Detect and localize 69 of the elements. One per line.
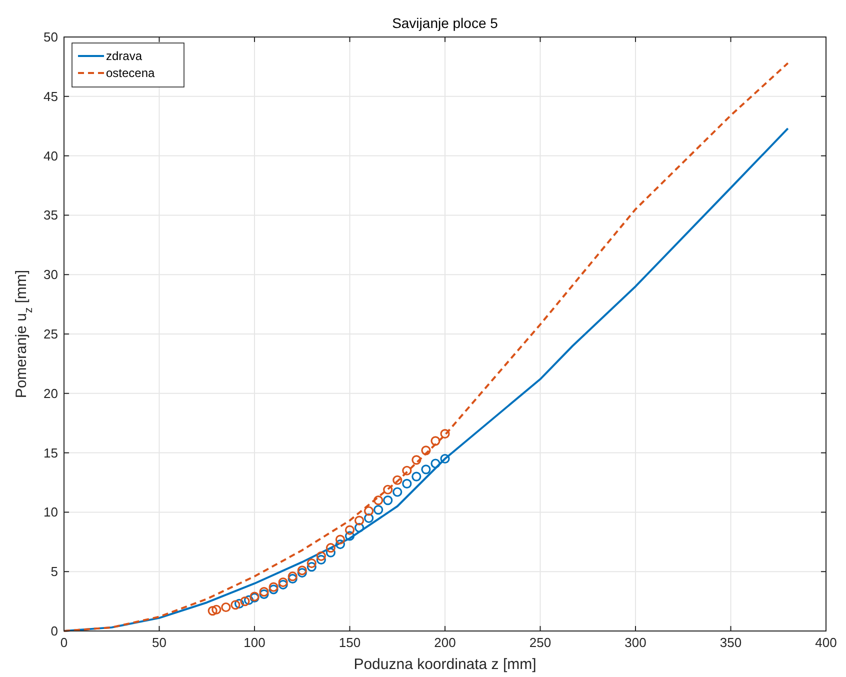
point [374,505,384,515]
point [268,584,278,594]
point [306,558,316,568]
point [440,428,450,439]
y-tick-label: 5 [50,564,58,580]
x-tick-label: 0 [60,635,68,650]
point [354,516,364,526]
point [316,554,326,565]
point [297,566,307,576]
point [421,446,431,456]
point [440,454,450,464]
point [412,472,422,482]
x-tick-label: 50 [152,635,166,650]
point [383,484,393,494]
x-tick-label: 100 [244,635,266,650]
point [374,496,384,506]
point [335,534,346,544]
point [221,602,231,612]
point [240,596,250,606]
point [412,455,422,465]
point [288,574,298,584]
x-axis-title: Poduzna koordinata z [mm] [354,656,536,673]
point [364,513,374,523]
point [344,525,355,535]
point [306,562,316,572]
point [316,551,326,561]
point [288,572,298,582]
x-tick-label: 250 [529,635,552,650]
legend-label: ostecena [106,66,156,80]
y-tick-label: 30 [44,267,58,282]
point [364,506,374,516]
y-tick-label: 20 [44,386,58,401]
point [230,600,240,610]
point [326,548,336,558]
point [268,582,278,592]
x-tick-label: 350 [720,635,742,650]
x-tick-label: 150 [338,635,361,650]
point [335,539,346,550]
point [402,466,412,476]
x-tick-label: 200 [434,635,456,650]
y-tick-label: 10 [44,504,58,520]
chart-title: Savijanje ploce 5 [392,15,498,31]
point [392,475,402,485]
y-tick-label: 40 [44,148,58,164]
point [212,604,222,614]
x-tick-label: 400 [815,635,837,650]
point [244,595,254,605]
y-tick-label: 35 [44,208,58,223]
point [259,586,269,597]
point [326,543,336,553]
point [297,568,307,578]
y-tick-label: 25 [44,326,58,342]
point [208,606,218,616]
point [344,531,355,541]
point [392,487,402,497]
legend-label: zdrava [106,49,142,63]
point [383,496,393,506]
point [354,522,364,532]
y-tick-label: 15 [44,445,58,460]
y-tick-label: 50 [44,30,58,44]
y-tick-label: 0 [50,624,58,638]
x-tick-label: 300 [624,635,646,650]
point [421,464,431,474]
y-tick-label: 45 [44,88,58,104]
point [234,598,244,608]
point [430,458,440,468]
point [278,577,288,588]
point [430,436,440,446]
point [402,478,412,488]
